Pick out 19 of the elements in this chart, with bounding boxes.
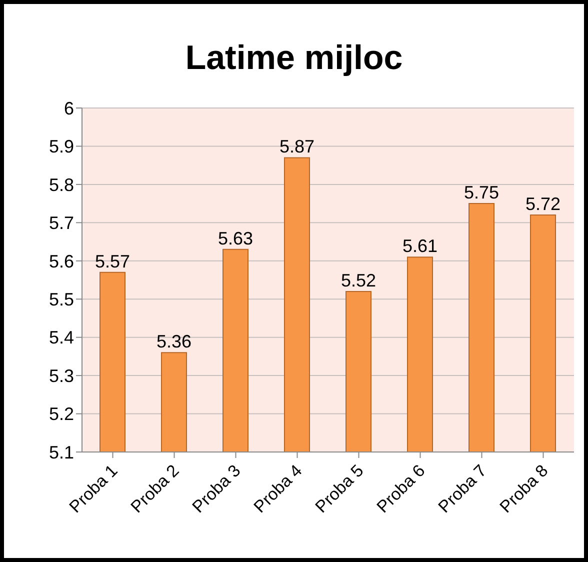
y-tick-label: 5.2 [48,404,74,424]
data-label: 5.87 [279,136,315,157]
y-tick-label: 5.3 [48,366,74,386]
y-tick-label: 5.6 [48,251,74,272]
y-tick-label: 5.1 [48,442,74,462]
y-tick-label: 5.5 [48,290,74,310]
data-label: 5.61 [402,236,438,256]
data-label: 5.75 [464,182,500,203]
data-label: 5.57 [94,251,130,272]
y-tick-label: 5.4 [48,328,74,348]
y-tick-label: 6 [64,98,74,118]
data-label: 5.72 [525,194,561,214]
data-label: 5.52 [340,270,376,290]
chart-title: Latime mijloc [184,38,404,79]
y-tick-label: 5.8 [48,174,74,195]
y-tick-label: 5.9 [48,136,74,157]
data-label: 5.36 [156,332,192,352]
y-tick-label: 5.7 [48,213,74,234]
data-label: 5.63 [218,228,254,248]
